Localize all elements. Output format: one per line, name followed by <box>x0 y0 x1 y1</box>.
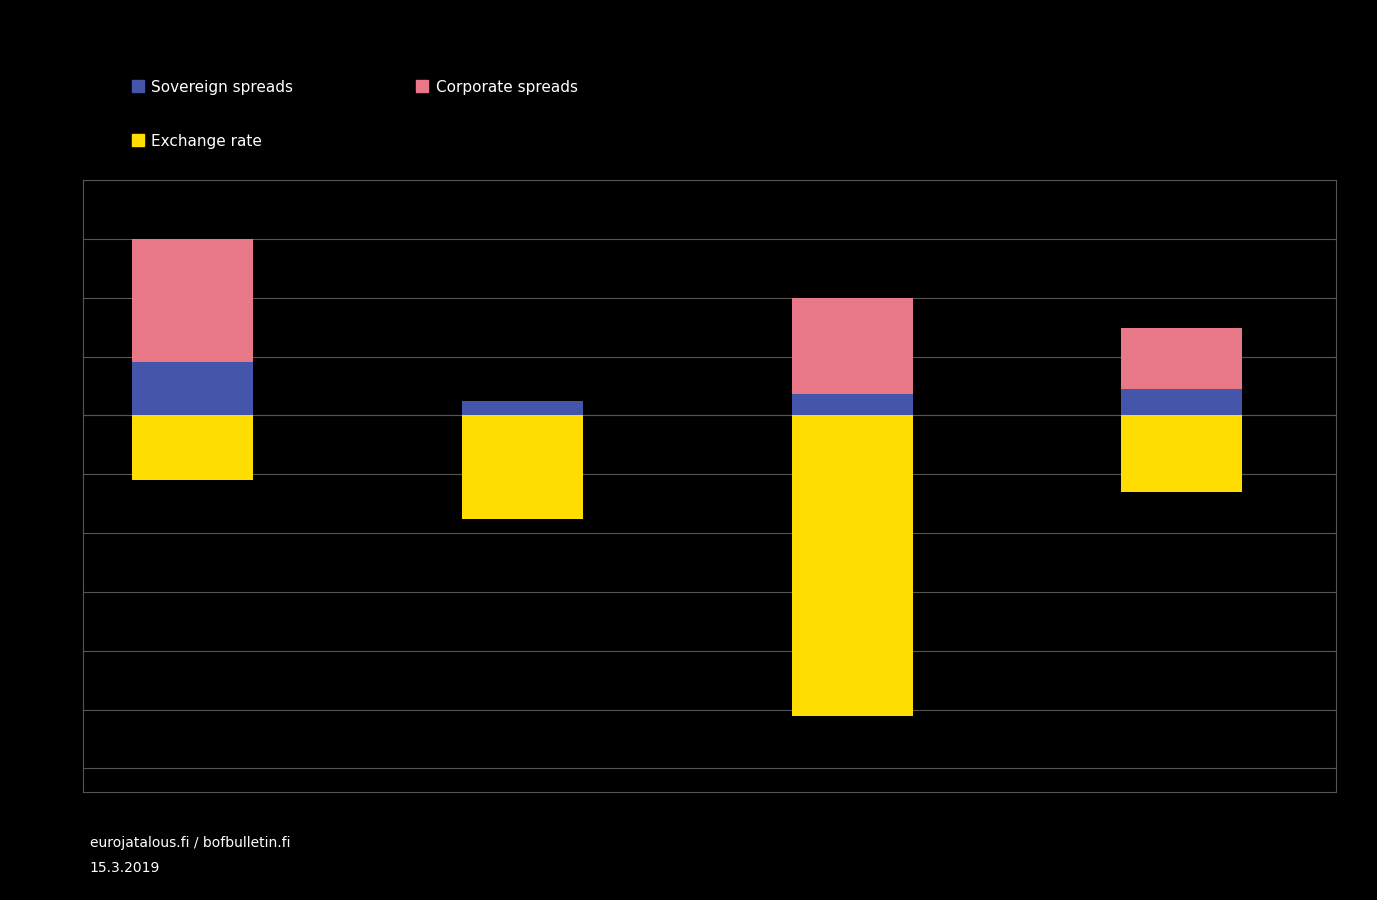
Legend: Exchange rate: Exchange rate <box>132 133 262 148</box>
Text: 15.3.2019: 15.3.2019 <box>90 860 160 875</box>
Text: eurojatalous.fi / bofbulletin.fi: eurojatalous.fi / bofbulletin.fi <box>90 836 291 850</box>
Bar <box>1121 416 1242 492</box>
Bar <box>132 238 253 363</box>
Bar <box>792 298 913 394</box>
Bar <box>1121 390 1242 416</box>
Bar <box>792 416 913 716</box>
Legend: Sovereign spreads, Corporate spreads: Sovereign spreads, Corporate spreads <box>132 79 577 94</box>
Bar <box>132 363 253 416</box>
Bar <box>461 416 582 519</box>
Bar <box>132 416 253 480</box>
Bar <box>1121 328 1242 390</box>
Bar <box>461 401 582 416</box>
Bar <box>792 394 913 416</box>
